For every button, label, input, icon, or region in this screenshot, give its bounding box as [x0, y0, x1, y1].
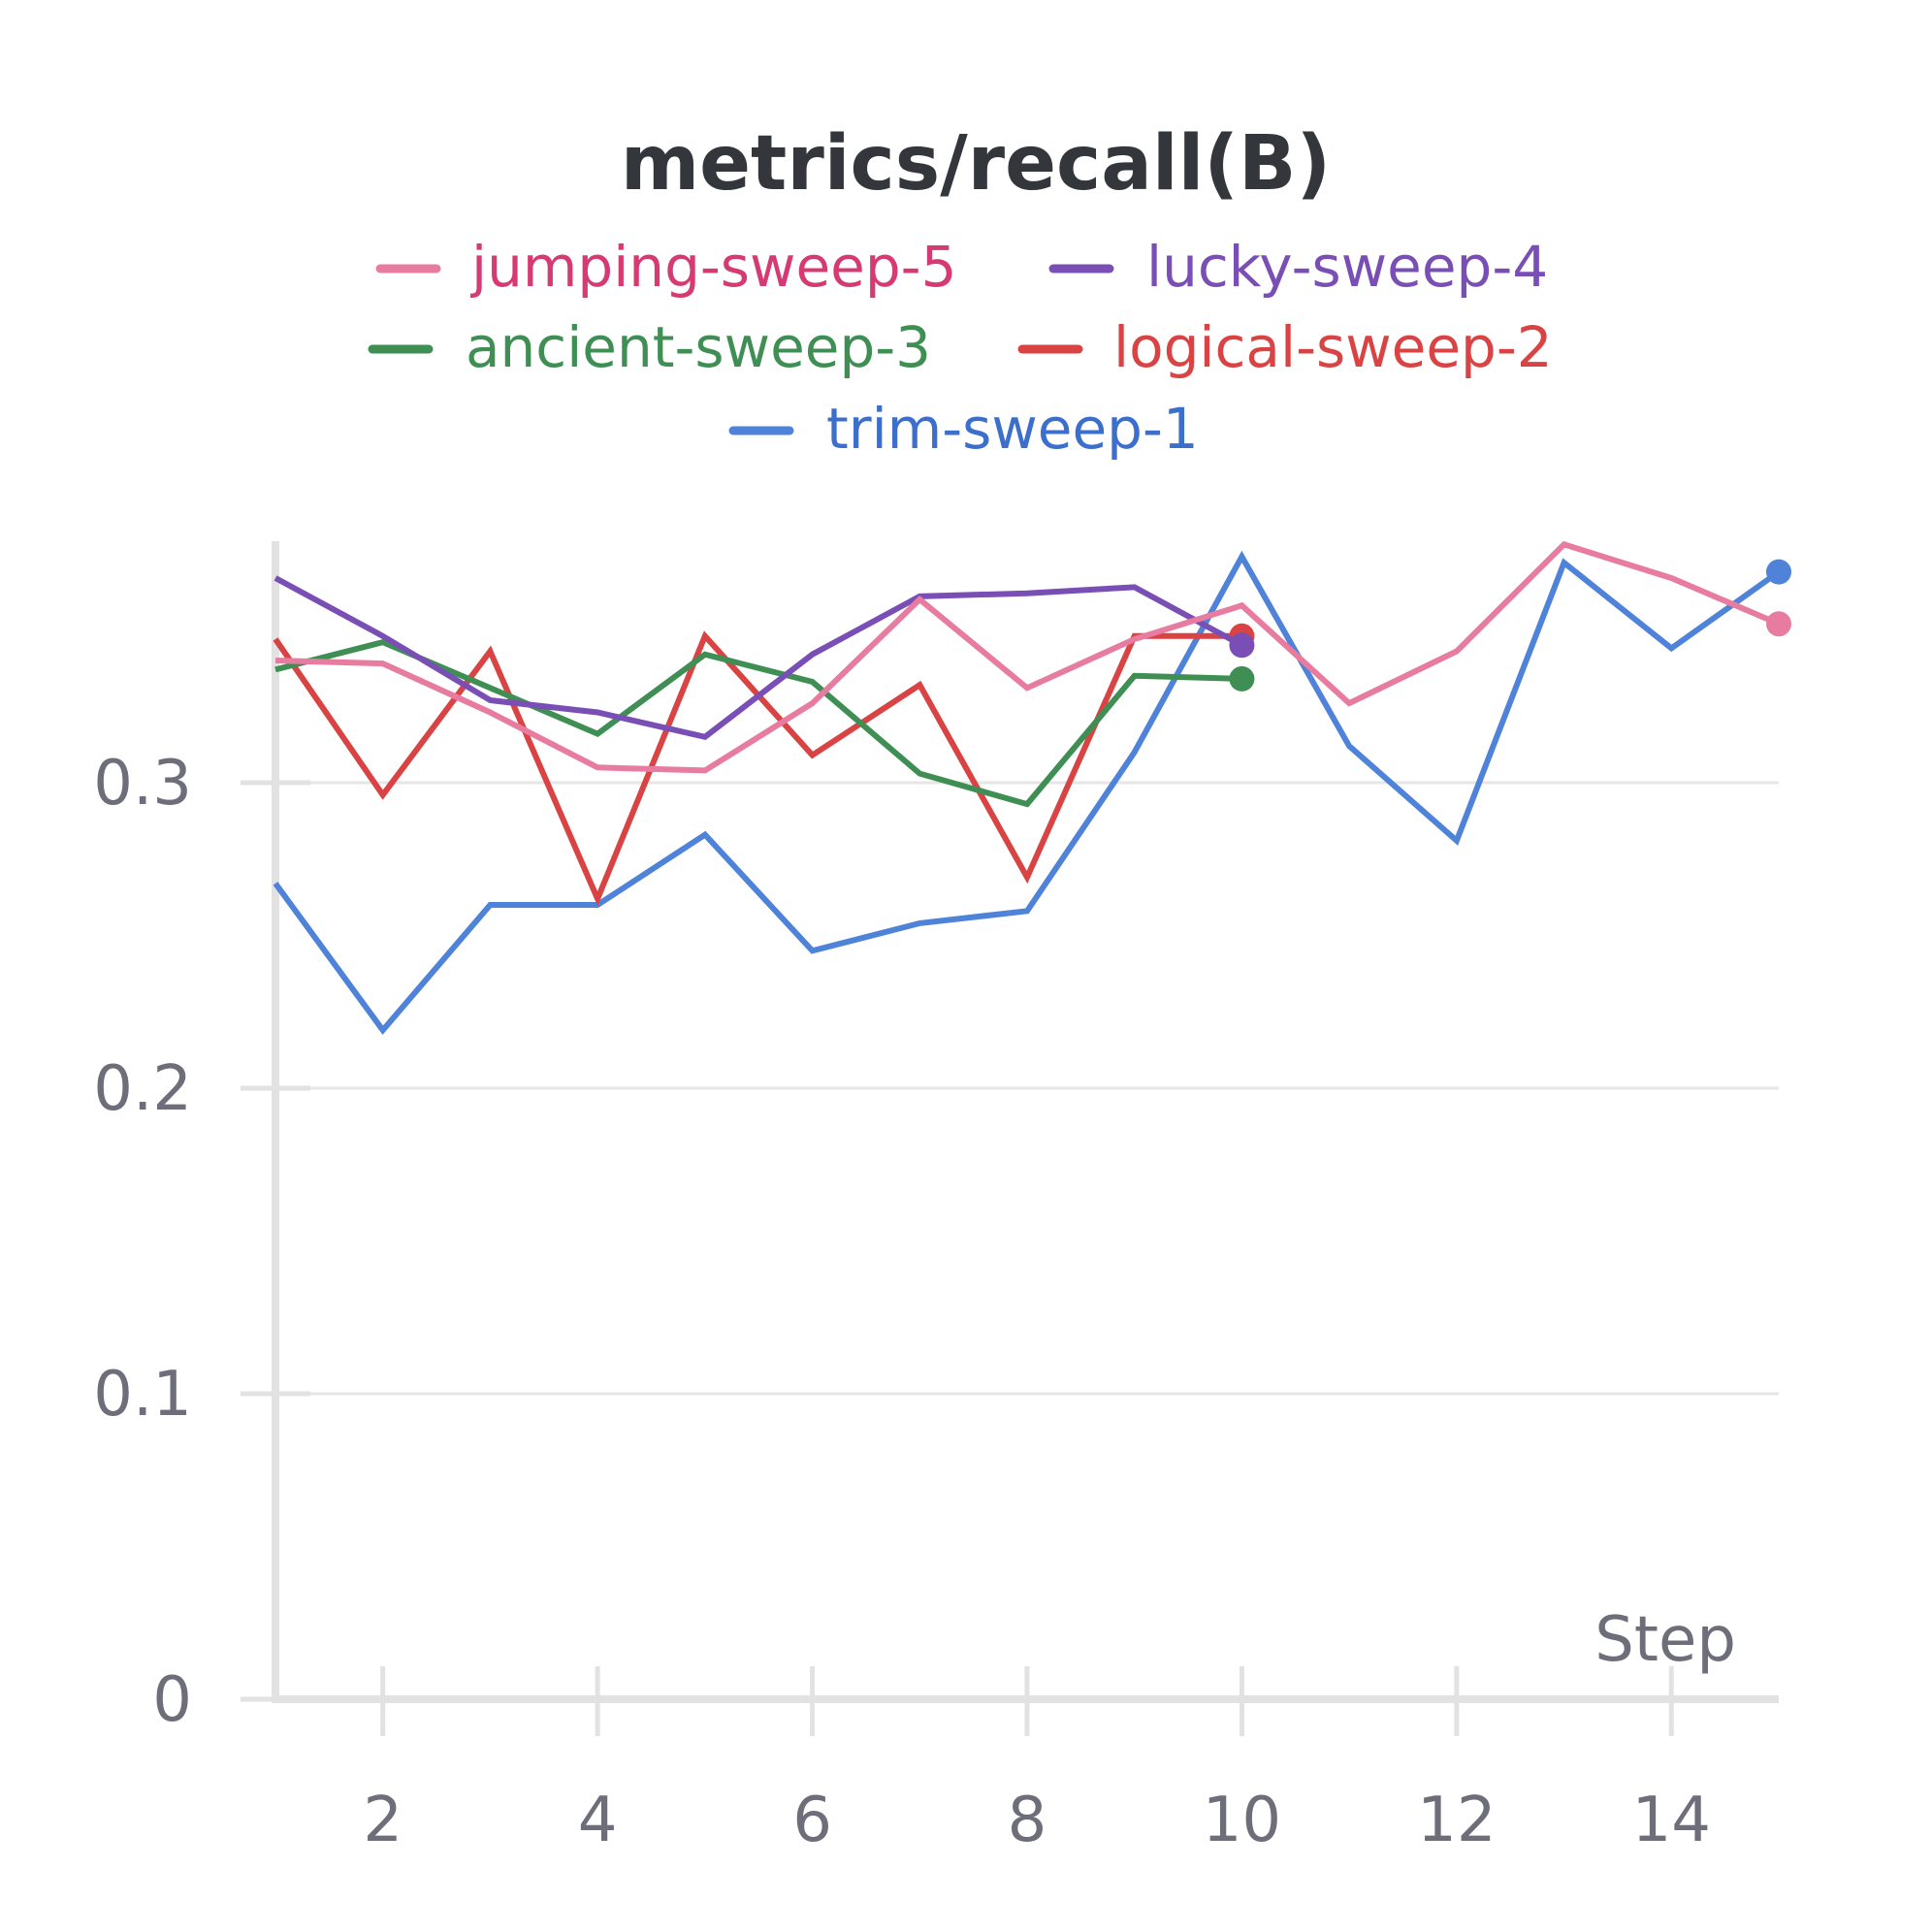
grid-lines: [275, 781, 1779, 1396]
legend-label-trim-sweep-1: trim-sweep-1: [826, 396, 1199, 462]
x-tick-label: 12: [1417, 1785, 1496, 1856]
series-line-lucky-sweep-4: [274, 575, 1243, 741]
series-line-logical-sweep-2: [273, 630, 1242, 907]
x-tick-label: 8: [1008, 1785, 1047, 1856]
series-line-ancient-sweep-3: [274, 638, 1242, 808]
legend-label-lucky-sweep-4: lucky-sweep-4: [1146, 234, 1548, 300]
series-lines: [273, 540, 1791, 1036]
series-end-point-ancient-sweep-3: [1229, 665, 1255, 692]
legend: jumping-sweep-5 lucky-sweep-4 ancient-swee…: [368, 234, 1553, 462]
chart-title: metrics/recall(B): [621, 120, 1331, 208]
x-tick-label: 2: [363, 1785, 402, 1856]
legend-label-ancient-sweep-3: ancient-sweep-3: [466, 314, 931, 380]
series-end-point-trim-sweep-1: [1766, 559, 1791, 585]
series-line-trim-sweep-1: [273, 550, 1781, 1036]
series-end-point-lucky-sweep-4: [1229, 632, 1255, 659]
series-end-point-jumping-sweep-5: [1766, 611, 1791, 637]
x-axis-title: Step: [1594, 1604, 1736, 1676]
y-tick-label: 0.2: [93, 1053, 192, 1125]
x-tick-label: 6: [792, 1785, 832, 1856]
series-line-jumping-sweep-5: [274, 540, 1781, 774]
y-tick-label: 0.3: [93, 748, 192, 820]
tick-labels: 0 0.1 0.2 0.3 2 4 6 8 10 12 14: [93, 748, 1711, 1856]
x-tick-label: 10: [1203, 1785, 1281, 1856]
axes: [241, 541, 1779, 1736]
y-tick-label: 0.1: [93, 1359, 192, 1431]
legend-label-jumping-sweep-5: jumping-sweep-5: [469, 234, 956, 300]
legend-label-logical-sweep-2: logical-sweep-2: [1113, 314, 1553, 380]
y-tick-label: 0: [152, 1664, 192, 1736]
x-tick-label: 4: [578, 1785, 618, 1856]
x-tick-label: 14: [1632, 1785, 1711, 1856]
